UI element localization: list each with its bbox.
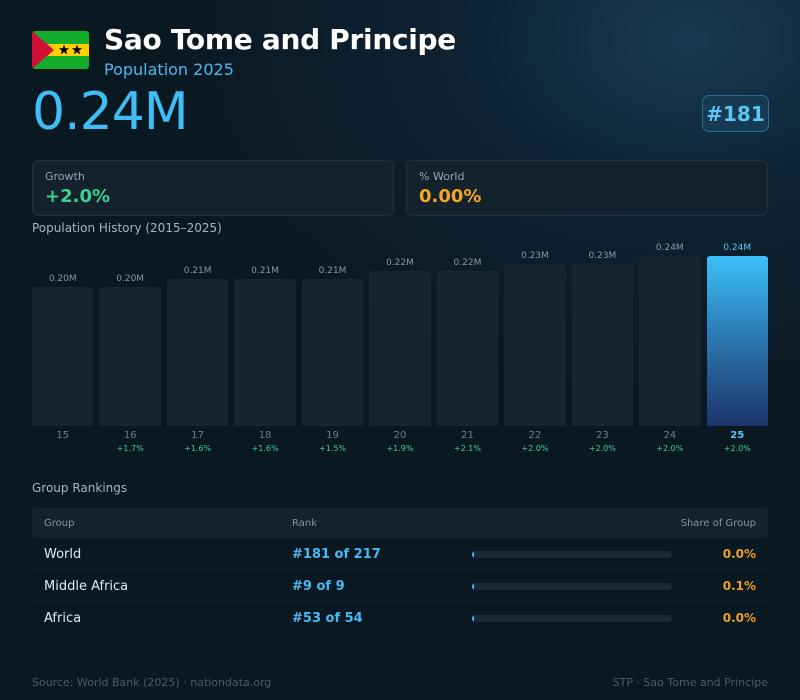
table-row: Africa #53 of 54 0.0%	[32, 602, 768, 634]
rankings-table-header: Group Rank Share of Group	[32, 508, 768, 538]
bar-growth-label: +2.0%	[588, 444, 616, 453]
bar-growth-label: +1.7%	[116, 444, 144, 453]
bar-value-label: 0.20M	[48, 274, 77, 284]
chart-bar	[571, 264, 634, 426]
bar-year-label: 25	[730, 430, 745, 441]
rankings-title: Group Rankings	[32, 481, 128, 495]
table-row: Middle Africa #9 of 9 0.1%	[32, 570, 768, 602]
bar-year-label: 20	[393, 430, 407, 441]
bar-year-label: 23	[595, 430, 609, 441]
bar-growth-label: +1.5%	[319, 444, 347, 453]
chart-bar	[436, 271, 499, 426]
group-name: World	[44, 547, 82, 562]
growth-card: Growth +2.0%	[32, 160, 394, 216]
chart-bar	[166, 279, 229, 426]
group-rank: #53 of 54	[292, 611, 363, 626]
bar-value-label: 0.22M	[453, 258, 482, 268]
bar-growth-label: +2.0%	[656, 444, 684, 453]
bar-value-label: 0.22M	[386, 258, 414, 268]
group-share: 0.0%	[722, 611, 756, 625]
chart-bar	[301, 279, 364, 426]
group-share: 0.1%	[722, 579, 756, 593]
page-subtitle: Population 2025	[104, 60, 234, 79]
country-code-footer: STP · Sao Tome and Principe	[612, 676, 768, 689]
bar-year-label: 17	[191, 430, 204, 441]
group-share: 0.0%	[722, 547, 756, 561]
sao-tome-and-principe-flag-icon	[32, 31, 89, 69]
world-share-label: % World	[419, 170, 465, 183]
population-history-chart: 0.20M 15 0.20M 16 +1.7% 0.21M 17 +1.6% 0.21M 18 +1…	[32, 240, 768, 460]
chart-bar	[369, 271, 431, 426]
rank-column-header: Rank	[292, 518, 317, 529]
share-bar-fill	[472, 583, 474, 590]
bar-year-label: 18	[258, 430, 272, 441]
table-row: World #181 of 217 0.0%	[32, 538, 768, 570]
world-share-card: % World 0.00%	[406, 160, 768, 216]
bar-value-label: 0.24M	[723, 243, 752, 253]
bar-year-label: 15	[56, 430, 70, 441]
bar-growth-label: +1.9%	[386, 444, 414, 453]
bar-value-label: 0.23M	[520, 251, 549, 261]
bar-value-label: 0.20M	[116, 274, 145, 284]
share-bar	[472, 551, 672, 558]
country-name: Sao Tome and Principe	[104, 23, 456, 56]
bar-year-label: 22	[528, 430, 542, 441]
share-bar-fill	[472, 615, 474, 622]
growth-value: +2.0%	[45, 186, 111, 207]
group-name: Middle Africa	[44, 579, 129, 594]
bar-value-label: 0.23M	[588, 251, 617, 261]
group-column-header: Group	[44, 518, 75, 529]
group-name: Africa	[44, 611, 82, 626]
bar-year-label: 19	[326, 430, 339, 441]
bar-growth-label: +2.0%	[521, 444, 549, 453]
share-bar	[472, 615, 672, 622]
bar-year-label: 21	[461, 430, 474, 441]
population-value: 0.24M	[32, 82, 189, 142]
chart-bar	[706, 256, 768, 426]
bar-growth-label: +1.6%	[251, 444, 279, 453]
share-bar	[472, 583, 672, 590]
bar-value-label: 0.21M	[251, 266, 279, 276]
bar-value-label: 0.24M	[655, 243, 684, 253]
chart-bar	[32, 287, 94, 426]
share-bar-fill	[472, 551, 474, 558]
group-rank: #181 of 217	[292, 547, 381, 562]
chart-bar	[639, 256, 701, 426]
source-footer: Source: World Bank (2025) · nationdata.o…	[32, 676, 272, 689]
bar-year-label: 16	[123, 430, 137, 441]
bar-growth-label: +2.1%	[453, 444, 481, 453]
bar-growth-label: +1.6%	[184, 444, 212, 453]
bar-value-label: 0.21M	[318, 266, 347, 276]
group-rank: #9 of 9	[292, 579, 345, 594]
chart-bar	[234, 279, 296, 426]
share-column-header: Share of Group	[680, 518, 756, 529]
bar-growth-label: +2.0%	[723, 444, 751, 453]
bar-value-label: 0.21M	[183, 266, 212, 276]
chart-bar	[504, 264, 566, 426]
growth-label: Growth	[45, 170, 85, 183]
chart-bar	[99, 287, 161, 426]
history-title: Population History (2015–2025)	[32, 221, 222, 235]
world-share-value: 0.00%	[419, 186, 482, 207]
rank-badge: #181	[702, 95, 769, 132]
rankings-table: Group Rank Share of Group World #181 of …	[32, 508, 768, 634]
bar-year-label: 24	[663, 430, 677, 441]
